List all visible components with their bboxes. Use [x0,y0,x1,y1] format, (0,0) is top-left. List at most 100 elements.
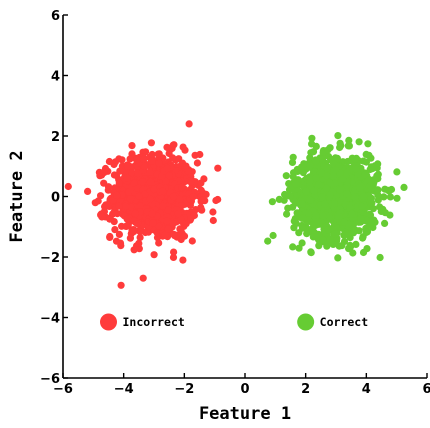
incorrect-point [134,220,142,228]
incorrect-point [115,202,123,210]
correct-point [312,157,320,165]
correct-point [304,209,313,217]
correct-point [300,160,308,168]
correct-point [368,199,376,207]
incorrect-point [130,179,138,187]
incorrect-point [169,253,178,261]
correct-point [346,204,354,212]
correct-point [356,184,364,192]
incorrect-point [84,187,92,195]
x-tick-label: −4 [114,382,134,397]
correct-point [355,138,363,146]
incorrect-point [113,191,121,199]
correct-point [312,211,320,219]
incorrect-point [126,195,135,203]
correct-point [374,170,382,178]
incorrect-point [135,239,143,247]
correct-point [335,242,343,250]
correct-point [282,172,290,180]
incorrect-point [185,120,193,128]
correct-point [315,242,323,250]
correct-point [322,184,331,192]
correct-point [312,174,320,182]
incorrect-point [169,220,177,228]
incorrect-point [155,159,163,167]
correct-point [307,248,315,256]
correct-point [299,169,307,177]
y-axis-title: Feature 2 [7,150,27,242]
correct-point [321,200,329,208]
correct-point [306,162,314,170]
legend: Incorrect Correct [100,313,369,331]
correct-point [343,229,351,238]
correct-point [324,146,332,154]
correct-point [347,243,355,251]
incorrect-point [128,169,136,177]
incorrect-point [177,226,185,235]
incorrect-point [155,239,163,247]
correct-point [308,140,316,148]
incorrect-point [150,185,158,193]
correct-point [348,209,356,218]
correct-point [318,193,326,201]
x-tick-label: 2 [301,382,310,397]
incorrect-point [122,202,130,210]
y-tick-label: 2 [51,130,60,145]
incorrect-point [134,169,142,178]
correct-point [357,215,365,223]
correct-point [292,180,300,188]
correct-point [359,192,368,200]
incorrect-point [197,179,205,187]
legend-marker-incorrect [100,313,117,331]
correct-point [349,229,358,237]
incorrect-point [165,172,173,180]
correct-point [308,134,316,142]
correct-point [340,218,348,226]
correct-point [362,228,370,236]
x-tick-label: 4 [362,382,371,397]
correct-point [302,187,310,195]
incorrect-point [169,154,177,162]
incorrect-point [176,195,184,203]
correct-point [268,198,276,206]
incorrect-point [100,179,108,187]
correct-point [326,179,334,187]
correct-point [336,186,344,194]
incorrect-point [146,195,154,203]
incorrect-point [141,190,149,198]
incorrect-point [126,155,134,163]
correct-point [283,210,291,218]
incorrect-point [174,210,182,218]
correct-point [298,200,306,208]
x-tick-label: 0 [240,382,249,397]
incorrect-point [136,233,144,242]
correct-point [315,180,323,189]
incorrect-point [150,251,158,259]
incorrect-point [133,156,141,164]
incorrect-point [115,179,123,187]
correct-point [345,136,353,144]
incorrect-point [181,146,189,154]
incorrect-point [64,182,72,191]
correct-point [393,168,401,176]
correct-point [290,224,298,232]
correct-point [358,202,366,210]
incorrect-point [188,237,196,245]
correct-point [315,230,323,238]
correct-point [304,226,313,234]
incorrect-point [162,177,170,186]
incorrect-point [129,226,138,235]
correct-point [330,199,338,208]
incorrect-point [154,150,162,158]
correct-point [352,165,360,173]
incorrect-point [128,142,136,150]
legend-label-correct: Correct [320,315,369,329]
incorrect-point [111,226,119,234]
incorrect-point [118,191,126,199]
legend-marker-correct [297,313,315,331]
correct-point [295,244,303,252]
correct-point [329,172,337,180]
correct-point [319,236,327,244]
correct-point [264,237,272,245]
